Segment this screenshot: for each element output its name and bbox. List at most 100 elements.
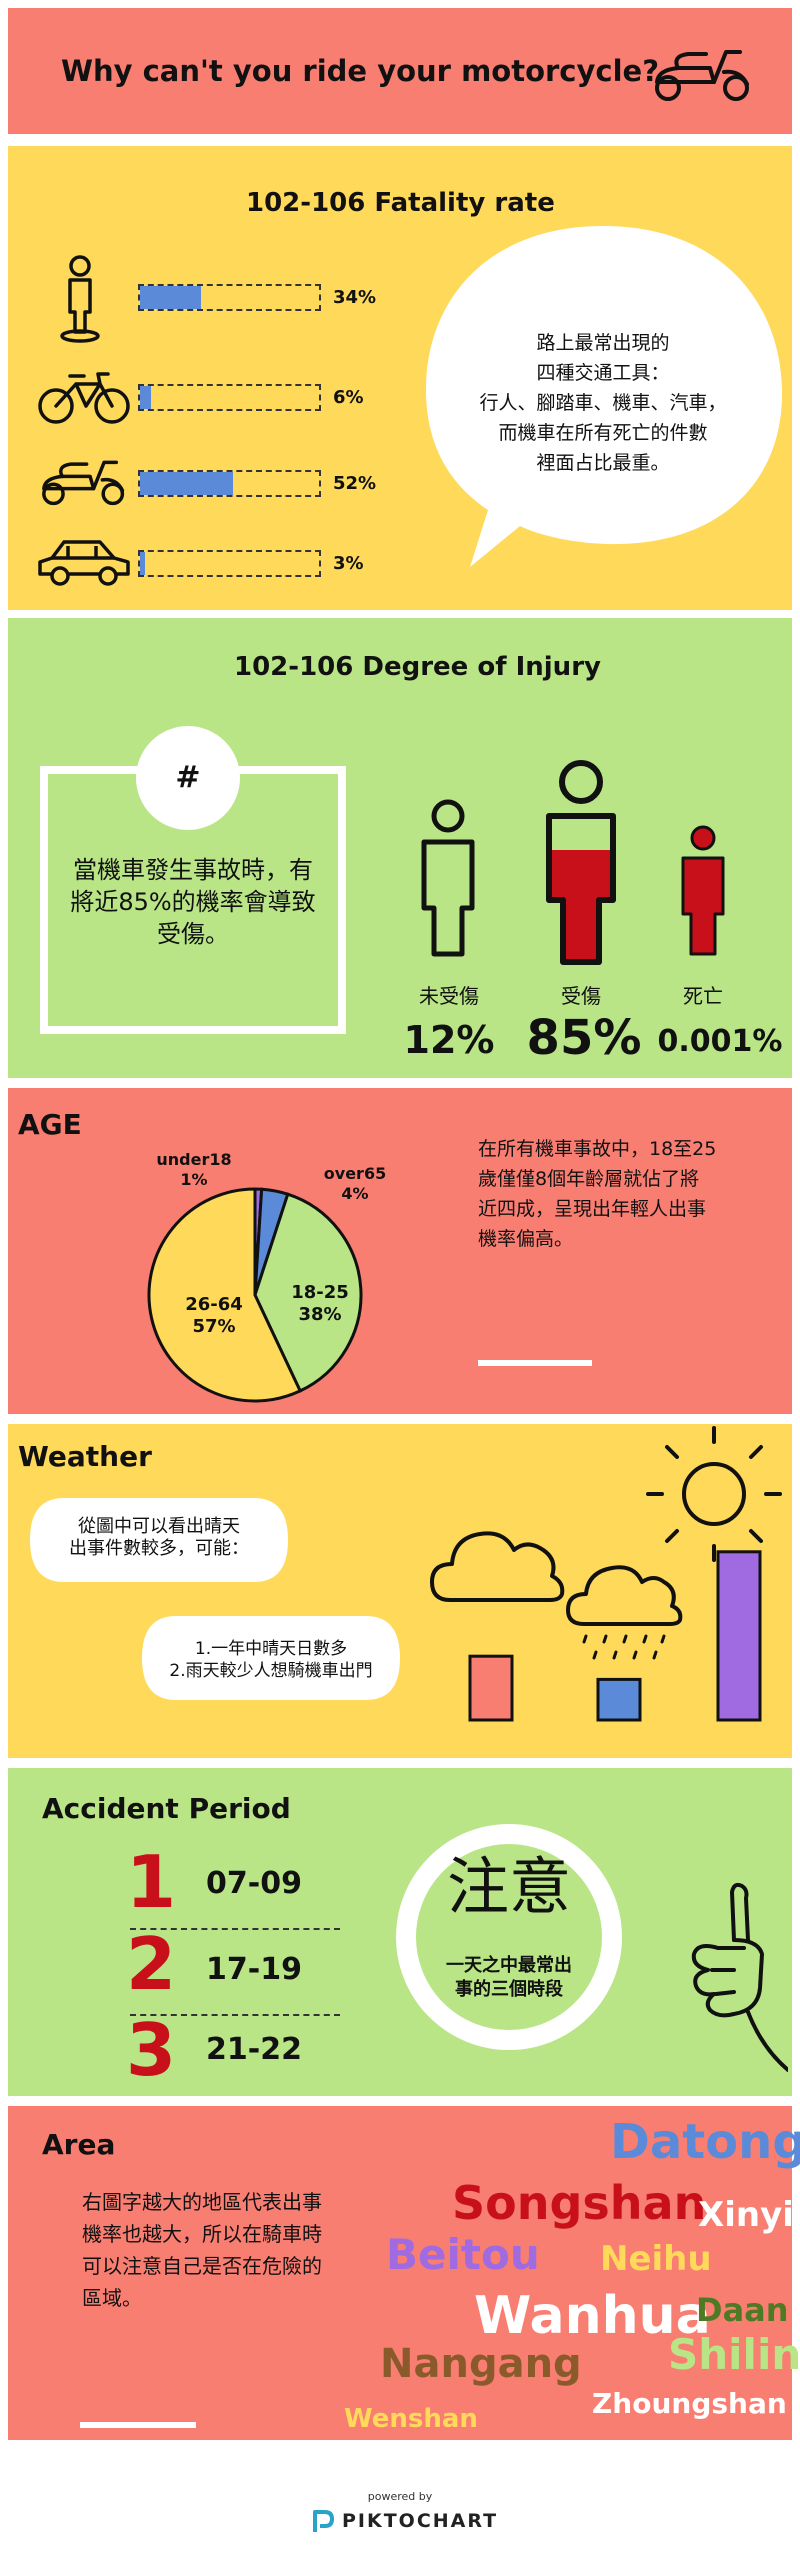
pedestrian-icon (60, 255, 100, 343)
pie-label-over65: over65 4% (310, 1164, 400, 1204)
notice-title: 注意 (446, 1850, 571, 1923)
area-section: Area 右圖字越大的地區代表出事機率也越大，所以在騎車時可以注意自己是否在危險… (8, 2106, 800, 2440)
pie-label-26-64: 26-64 57% (174, 1294, 254, 1338)
person-label: 死亡 (683, 984, 723, 1008)
speech-bubble (30, 1498, 288, 1582)
scooter-icon (42, 460, 125, 506)
weather-bar-chart (468, 1550, 762, 1722)
slice-value: 1% (180, 1170, 208, 1189)
district-word: Zhoungshan (592, 2387, 787, 2420)
area-description: 右圖字越大的地區代表出事機率也越大，所以在騎車時可以注意自己是否在危險的區域。 (82, 2190, 322, 2310)
fatality-bar-motorcycle (138, 470, 321, 497)
bicycle-icon (38, 372, 130, 424)
notice-line: 事的三個時段 (455, 1979, 563, 2000)
section-title: Weather (18, 1440, 152, 1473)
rain-cloud-icon (566, 1565, 683, 1660)
divider-line (80, 2422, 196, 2428)
bar-fill (140, 386, 151, 409)
age-section: AGE under18 1% over65 4% 18-25 38% 26-64… (8, 1088, 792, 1414)
period-time: 07-09 (206, 1866, 302, 1901)
slice-value: 57% (192, 1316, 236, 1337)
slice-name: 18-25 (291, 1282, 349, 1303)
bubble-line: 從圖中可以看出晴天 (78, 1516, 240, 1537)
notice-line: 一天之中最常出 (446, 1955, 572, 1976)
bar-fill (140, 552, 146, 575)
pie-slice-18-25 (253, 1192, 363, 1393)
pointing-hand-icon (691, 1882, 788, 2072)
fatality-bar-bicycle (138, 384, 321, 411)
section-title: 102-106 Degree of Injury (234, 652, 601, 682)
weather-section: Weather 從圖中可以看出晴天 出事件數較多，可能： 1.一年中晴天日數多 … (8, 1424, 792, 1758)
header-banner: Why can't you ride your motorcycle? (8, 8, 792, 134)
page-title: Why can't you ride your motorcycle? (60, 54, 660, 88)
fatality-bar-car (138, 550, 321, 577)
bar-fill (140, 472, 234, 495)
district-word: Datong (610, 2114, 800, 2170)
pie-slice-26-64 (147, 1187, 303, 1403)
period-time: 21-22 (206, 2032, 302, 2067)
slice-value: 4% (341, 1184, 369, 1203)
person-label: 未受傷 (419, 984, 479, 1008)
footer-brand[interactable]: PIKTOCHART (312, 2506, 496, 2536)
district-word: Xinyi (698, 2195, 794, 2235)
district-word: Neihu (600, 2239, 712, 2279)
fatality-bar-pedestrian (138, 284, 321, 311)
district-word: Shilin (668, 2330, 800, 2379)
district-word: Wenshan (344, 2404, 478, 2434)
bubble-line: 裡面占比最重。 (536, 452, 670, 474)
bubble-line: 行人、腳踏車、機車、汽車， (479, 392, 727, 414)
section-title: 102-106 Fatality rate (246, 188, 555, 218)
dashed-divider (130, 1928, 340, 1930)
section-title: Area (42, 2128, 116, 2161)
bubble-line: 2.雨天較少人想騎機車出門 (169, 1661, 373, 1681)
section-title: AGE (18, 1108, 82, 1141)
person-percent: 85% (526, 1010, 642, 1066)
slice-name: over65 (323, 1164, 387, 1183)
percent-label: 52% (333, 473, 377, 494)
bar-fill (140, 286, 201, 309)
district-word: Songshan (452, 2176, 707, 2230)
age-description: 在所有機車事故中，18至25歲僅僅8個年齡層就佔了將近四成，呈現出年輕人出事機率… (478, 1138, 717, 1250)
bubble-text: 1.一年中晴天日數多 2.雨天較少人想騎機車出門 (146, 1638, 396, 1682)
bubble-line: 出事件數較多，可能： (69, 1538, 249, 1559)
speech-bubble (426, 226, 782, 567)
period-number: 1 (126, 1840, 177, 1924)
injury-section: 102-106 Degree of Injury # 當機車發生事故時，有將近8… (8, 618, 792, 1078)
bubble-text: 從圖中可以看出晴天 出事件數較多，可能： (34, 1516, 284, 1560)
fatality-section: 102-106 Fatality rate 34% 6% 52% (8, 146, 792, 610)
person-label: 受傷 (561, 984, 601, 1008)
sun-icon (646, 1426, 782, 1562)
weather-bar-cloudy (468, 1654, 514, 1722)
percent-label: 34% (333, 287, 377, 308)
bubble-line: 路上最常出現的 (536, 332, 670, 354)
pie-label-18-25: 18-25 38% (280, 1282, 360, 1326)
car-icon (38, 540, 130, 586)
scooter-icon (655, 50, 749, 101)
person-percent: 12% (403, 1018, 495, 1062)
district-word: Beitou (386, 2230, 540, 2279)
bubble-line: 1.一年中晴天日數多 (194, 1639, 348, 1659)
piktochart-logo-icon (313, 2510, 334, 2532)
person-injured-icon (546, 760, 616, 965)
bubble-line: 四種交通工具： (536, 362, 670, 384)
bubble-text: 路上最常出現的 四種交通工具： 行人、腳踏車、機車、汽車， 而機車在所有死亡的件… (428, 328, 778, 478)
person-uninjured-icon (421, 799, 475, 957)
brand-name: PIKTOCHART (342, 2510, 499, 2532)
dashed-divider (130, 2014, 340, 2016)
pie-label-under18: under18 1% (144, 1150, 244, 1190)
percent-label: 6% (333, 387, 364, 408)
person-percent: 0.001% (657, 1024, 783, 1059)
percent-label: 3% (333, 553, 364, 574)
district-word: Wanhua (474, 2286, 711, 2346)
bubble-line: 而機車在所有死亡的件數 (498, 422, 708, 444)
info-box-text: 當機車發生事故時，有將近85%的機率會導致受傷。 (70, 856, 316, 948)
cloud-icon (430, 1531, 565, 1602)
weather-bar-sunny (716, 1550, 762, 1722)
district-word: Daan (696, 2291, 789, 2329)
period-time: 17-19 (206, 1952, 302, 1987)
district-word: Nangang (380, 2341, 582, 2387)
section-title: Accident Period (42, 1792, 291, 1825)
weather-bar-rainy (596, 1677, 642, 1722)
slice-name: 26-64 (185, 1294, 243, 1315)
divider-line (478, 1360, 592, 1366)
